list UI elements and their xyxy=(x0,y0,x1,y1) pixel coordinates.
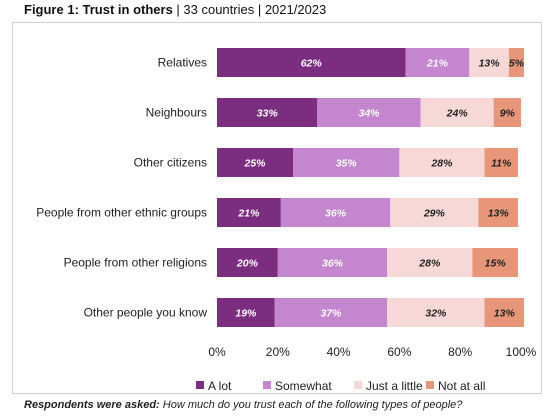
bar-segment xyxy=(493,98,521,127)
bar-segment xyxy=(484,148,518,177)
legend-swatch xyxy=(354,381,362,389)
x-tick-label: 60% xyxy=(387,345,411,359)
figure-title: Figure 1: Trust in others | 33 countries… xyxy=(24,2,326,17)
bar-segment xyxy=(469,48,509,77)
data-label: 37% xyxy=(320,308,342,320)
bar-segment xyxy=(387,248,473,277)
data-label: 15% xyxy=(485,258,507,270)
x-tick-label: 100% xyxy=(506,345,537,359)
data-label: 35% xyxy=(336,158,358,170)
data-label: 13% xyxy=(494,308,516,320)
data-label: 62% xyxy=(301,58,323,70)
bar-segment xyxy=(508,48,525,77)
category-label: People from other ethnic groups xyxy=(36,206,207,220)
legend-swatch xyxy=(196,381,204,389)
bar-segment xyxy=(217,98,318,127)
legend-label: A lot xyxy=(208,379,232,393)
bar-segment xyxy=(399,148,485,177)
data-label: 34% xyxy=(358,108,380,120)
bar-segment xyxy=(472,248,518,277)
category-label: Other citizens xyxy=(134,156,207,170)
category-label: People from other religions xyxy=(64,256,207,270)
footnote-bold: Respondents were asked: xyxy=(24,399,160,411)
data-label: 19% xyxy=(235,308,257,320)
bar-segment xyxy=(280,198,391,227)
data-label: 28% xyxy=(430,158,453,170)
bar-segment xyxy=(484,298,525,327)
data-label: 13% xyxy=(479,58,501,70)
bar-segment xyxy=(217,148,293,177)
data-label: 20% xyxy=(236,258,259,270)
chart-frame: Relatives 62% 21% 13% 5% Neighbours 33% 34% 24% 9… xyxy=(12,22,542,394)
bar-segment xyxy=(217,48,406,77)
data-label: 9% xyxy=(500,108,516,120)
data-label: 24% xyxy=(446,108,469,120)
data-label: 28% xyxy=(418,258,441,270)
data-label: 13% xyxy=(488,208,510,220)
x-tick-label: 20% xyxy=(266,345,290,359)
category-label: Relatives xyxy=(158,56,207,70)
bar-segment xyxy=(293,148,400,177)
bar-segment xyxy=(387,298,485,327)
data-label: 36% xyxy=(325,208,347,220)
data-label: 36% xyxy=(322,258,344,270)
bar-segment xyxy=(217,198,281,227)
stacked-bar-chart: Relatives 62% 21% 13% 5% Neighbours 33% 34% 24% 9… xyxy=(36,48,537,393)
data-label: 11% xyxy=(491,158,512,170)
data-label: 25% xyxy=(243,158,266,170)
bar-segment xyxy=(217,298,275,327)
footnote: Respondents were asked: How much do you … xyxy=(24,399,462,411)
bar-segment xyxy=(405,48,470,77)
bar-segment xyxy=(274,298,388,327)
figure-title-rest: | 33 countries | 2021/2023 xyxy=(172,2,327,17)
category-label: Other people you know xyxy=(84,306,208,320)
data-label: 29% xyxy=(423,208,446,220)
legend-label: Not at all xyxy=(438,379,485,393)
data-label: 33% xyxy=(257,108,279,120)
bar-segment xyxy=(420,98,494,127)
figure-title-bold: Figure 1: Trust in others xyxy=(24,2,173,17)
bar-segment xyxy=(317,98,421,127)
legend-swatch xyxy=(426,381,434,389)
bar-segment xyxy=(217,248,278,277)
legend-label: Just a little xyxy=(366,379,423,393)
bar-segment xyxy=(478,198,518,227)
x-tick-label: 40% xyxy=(327,345,351,359)
bar-segment xyxy=(390,198,479,227)
legend-label: Somewhat xyxy=(275,379,332,393)
x-tick-label: 0% xyxy=(208,345,226,359)
data-label: 21% xyxy=(426,58,449,70)
data-label: 32% xyxy=(425,308,447,320)
bar-segment xyxy=(277,248,388,277)
data-label: 5% xyxy=(509,58,525,70)
data-label: 21% xyxy=(237,208,260,220)
category-label: Neighbours xyxy=(146,106,207,120)
footnote-rest: How much do you trust each of the follow… xyxy=(159,399,463,411)
legend-swatch xyxy=(263,381,271,389)
x-tick-label: 80% xyxy=(448,345,472,359)
